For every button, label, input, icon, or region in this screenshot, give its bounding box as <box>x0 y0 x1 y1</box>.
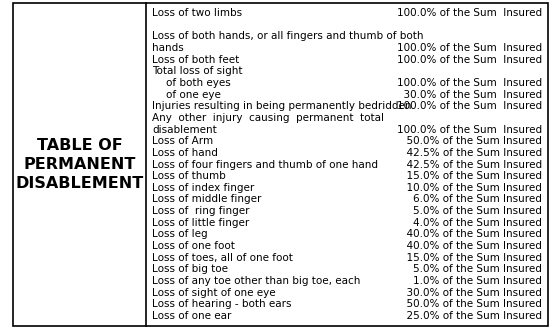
Text: Total loss of sight: Total loss of sight <box>152 66 242 76</box>
Text: 100.0% of the Sum  Insured: 100.0% of the Sum Insured <box>397 8 542 18</box>
Text: 4.0% of the Sum Insured: 4.0% of the Sum Insured <box>400 218 542 228</box>
Text: 42.5% of the Sum Insured: 42.5% of the Sum Insured <box>400 160 542 169</box>
Text: 5.0% of the Sum Insured: 5.0% of the Sum Insured <box>400 206 542 216</box>
Text: Loss of toes, all of one foot: Loss of toes, all of one foot <box>152 253 293 263</box>
Text: Loss of sight of one eye: Loss of sight of one eye <box>152 288 275 298</box>
Text: Loss of little finger: Loss of little finger <box>152 218 249 228</box>
Text: 40.0% of the Sum Insured: 40.0% of the Sum Insured <box>400 241 542 251</box>
Text: Loss of leg: Loss of leg <box>152 229 207 240</box>
Text: hands: hands <box>152 43 184 53</box>
Text: of both eyes: of both eyes <box>165 78 231 88</box>
Text: 5.0% of the Sum Insured: 5.0% of the Sum Insured <box>400 264 542 274</box>
Text: Loss of Arm: Loss of Arm <box>152 136 213 146</box>
Text: Loss of four fingers and thumb of one hand: Loss of four fingers and thumb of one ha… <box>152 160 378 169</box>
Text: 25.0% of the Sum Insured: 25.0% of the Sum Insured <box>400 311 542 321</box>
Text: 100.0% of the Sum  Insured: 100.0% of the Sum Insured <box>397 43 542 53</box>
Text: Loss of  ring finger: Loss of ring finger <box>152 206 249 216</box>
Text: Loss of thumb: Loss of thumb <box>152 171 226 181</box>
Text: Loss of hand: Loss of hand <box>152 148 218 158</box>
Text: 100.0% of the Sum  Insured: 100.0% of the Sum Insured <box>397 101 542 111</box>
Text: 100.0% of the Sum  Insured: 100.0% of the Sum Insured <box>397 55 542 65</box>
Text: 10.0% of the Sum Insured: 10.0% of the Sum Insured <box>400 183 542 193</box>
Text: Loss of one foot: Loss of one foot <box>152 241 235 251</box>
Text: Any  other  injury  causing  permanent  total: Any other injury causing permanent total <box>152 113 384 123</box>
Text: 30.0% of the Sum Insured: 30.0% of the Sum Insured <box>400 288 542 298</box>
Text: 1.0% of the Sum Insured: 1.0% of the Sum Insured <box>400 276 542 286</box>
Text: Loss of hearing - both ears: Loss of hearing - both ears <box>152 299 291 309</box>
Text: Loss of two limbs: Loss of two limbs <box>152 8 242 18</box>
Text: Loss of both feet: Loss of both feet <box>152 55 239 65</box>
Text: 40.0% of the Sum Insured: 40.0% of the Sum Insured <box>400 229 542 240</box>
Text: 15.0% of the Sum Insured: 15.0% of the Sum Insured <box>400 171 542 181</box>
Text: Loss of both hands, or all fingers and thumb of both: Loss of both hands, or all fingers and t… <box>152 31 424 41</box>
Text: 30.0% of the Sum  Insured: 30.0% of the Sum Insured <box>397 89 542 100</box>
Text: 50.0% of the Sum Insured: 50.0% of the Sum Insured <box>400 299 542 309</box>
Text: of one eye: of one eye <box>165 89 221 100</box>
Text: TABLE OF
PERMANENT
DISABLEMENT: TABLE OF PERMANENT DISABLEMENT <box>15 139 144 190</box>
Text: Loss of middle finger: Loss of middle finger <box>152 194 262 204</box>
Text: Injuries resulting in being permanently bedridden: Injuries resulting in being permanently … <box>152 101 411 111</box>
Text: 50.0% of the Sum Insured: 50.0% of the Sum Insured <box>400 136 542 146</box>
Text: 42.5% of the Sum Insured: 42.5% of the Sum Insured <box>400 148 542 158</box>
Text: Loss of big toe: Loss of big toe <box>152 264 228 274</box>
Text: 100.0% of the Sum  Insured: 100.0% of the Sum Insured <box>397 78 542 88</box>
Text: Loss of one ear: Loss of one ear <box>152 311 231 321</box>
Text: Loss of index finger: Loss of index finger <box>152 183 254 193</box>
Text: 6.0% of the Sum Insured: 6.0% of the Sum Insured <box>400 194 542 204</box>
Text: 15.0% of the Sum Insured: 15.0% of the Sum Insured <box>400 253 542 263</box>
Text: Loss of any toe other than big toe, each: Loss of any toe other than big toe, each <box>152 276 361 286</box>
Text: 100.0% of the Sum  Insured: 100.0% of the Sum Insured <box>397 125 542 135</box>
Text: disablement: disablement <box>152 125 217 135</box>
